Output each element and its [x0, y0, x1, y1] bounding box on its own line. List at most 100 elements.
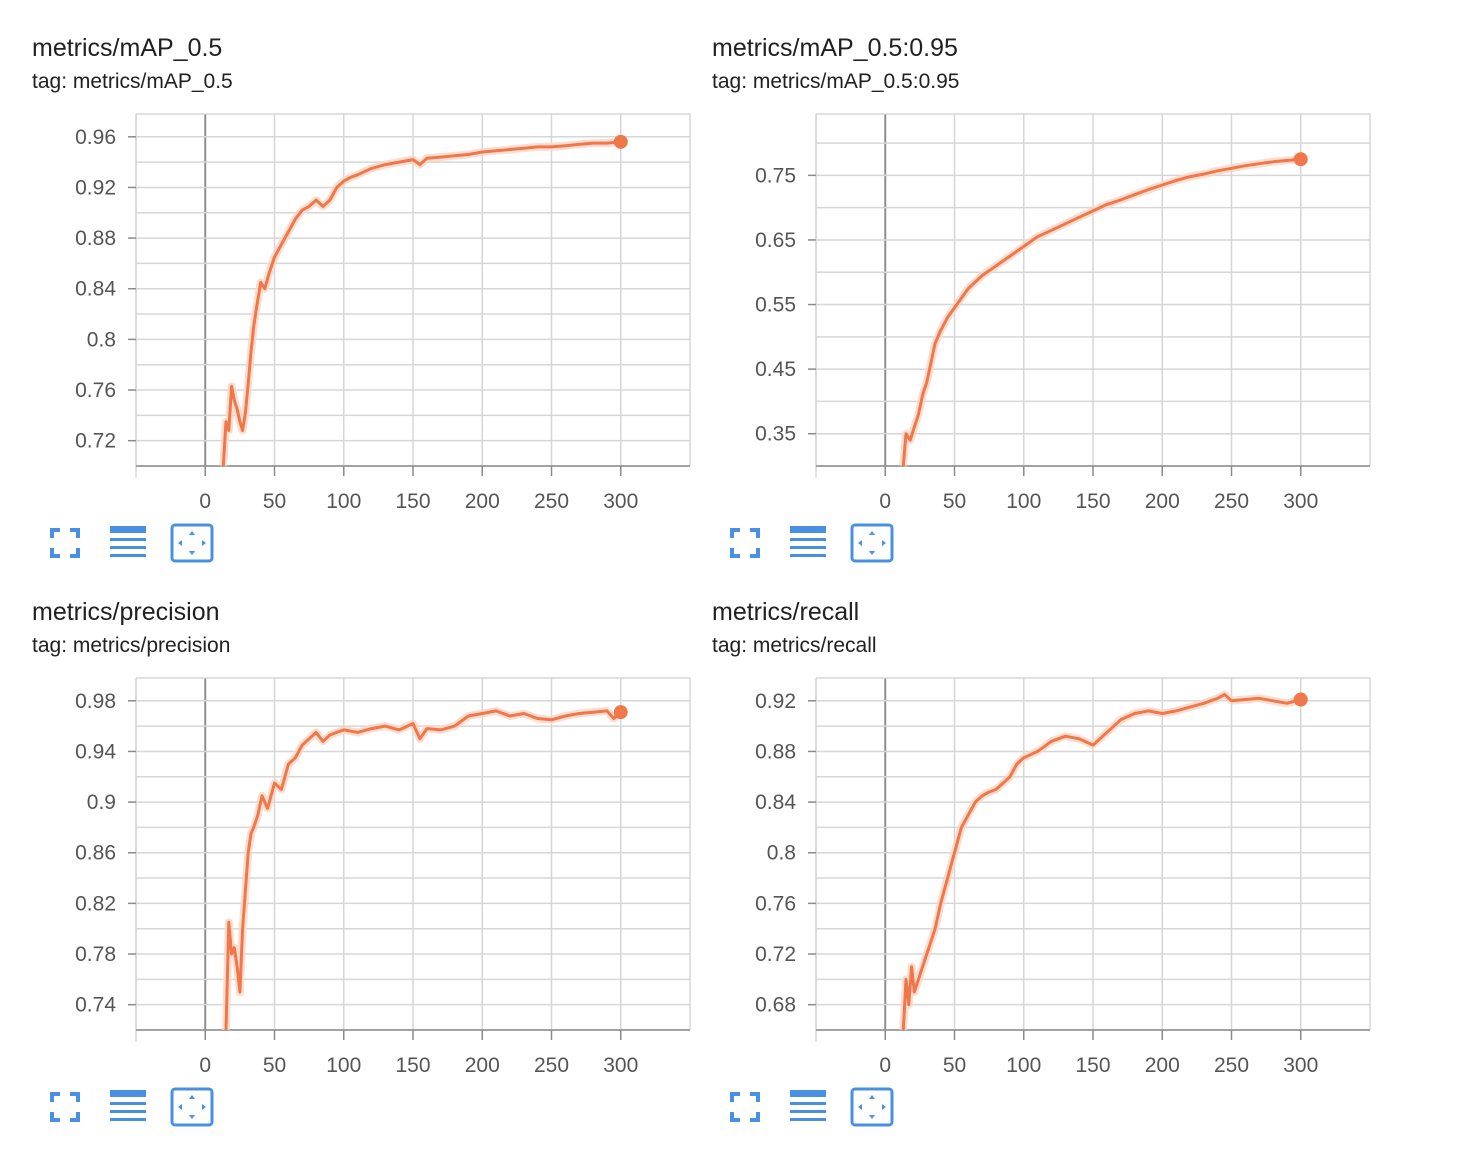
last-point-marker [1293, 152, 1308, 167]
card-title: metrics/mAP_0.5:0.95 [712, 34, 958, 62]
y-tick-label: 0.88 [755, 740, 796, 763]
fit-domain-button[interactable] [850, 523, 894, 563]
y-tick-label: 0.35 [755, 423, 796, 446]
y-tick-label: 0.75 [755, 164, 796, 187]
smoothed-series-line [901, 157, 1301, 467]
fit-domain-icon [170, 1087, 214, 1127]
fullscreen-button[interactable] [730, 523, 760, 563]
y-tick-label: 0.74 [75, 994, 116, 1017]
card-toolbar [730, 1087, 930, 1127]
fullscreen-icon [50, 1092, 80, 1122]
last-point-marker [613, 134, 628, 149]
x-tick-label: 200 [1145, 490, 1180, 513]
y-tick-label: 0.84 [755, 791, 796, 814]
y-tick-label: 0.9 [87, 791, 116, 814]
x-tick-label: 250 [534, 490, 569, 513]
y-tick-label: 0.72 [755, 943, 796, 966]
last-point-marker [613, 705, 628, 720]
x-tick-label: 100 [326, 1054, 361, 1077]
x-tick-label: 300 [1283, 1054, 1318, 1077]
x-tick-label: 300 [1283, 490, 1318, 513]
card-title: metrics/precision [32, 598, 220, 626]
y-tick-label: 0.55 [755, 294, 796, 317]
smoothed-series-line [901, 693, 1302, 1031]
x-tick-label: 200 [465, 1054, 500, 1077]
x-tick-label: 150 [395, 1054, 430, 1077]
x-tick-label: 300 [603, 490, 638, 513]
y-tick-label: 0.98 [75, 690, 116, 713]
x-tick-label: 50 [943, 1054, 966, 1077]
y-tick-label: 0.65 [755, 229, 796, 252]
raw-series-line [222, 706, 624, 1031]
y-tick-label: 0.92 [755, 690, 796, 713]
y-tick-label: 0.8 [87, 328, 116, 351]
line-chart[interactable]: 0.68 0.72 0.76 0.8 0.84 0.88 0.92 0 50 100 150 200 2… [712, 598, 1412, 1078]
smoothed-series-line [221, 140, 621, 467]
y-tick-label: 0.68 [755, 994, 796, 1017]
card-toolbar [50, 523, 250, 563]
data-table-button[interactable] [788, 523, 828, 563]
x-tick-label: 0 [199, 490, 211, 513]
x-tick-label: 100 [1006, 1054, 1041, 1077]
fullscreen-button[interactable] [50, 523, 80, 563]
x-tick-label: 50 [263, 1054, 286, 1077]
x-tick-label: 0 [199, 1054, 211, 1077]
fullscreen-icon [50, 528, 80, 558]
y-tick-label: 0.84 [75, 278, 116, 301]
fullscreen-button[interactable] [50, 1087, 80, 1127]
fullscreen-icon [730, 1092, 760, 1122]
y-tick-label: 0.76 [75, 379, 116, 402]
card-tag: tag: metrics/recall [712, 634, 877, 657]
x-tick-label: 100 [1006, 490, 1041, 513]
fit-domain-button[interactable] [170, 523, 214, 563]
fullscreen-icon [730, 528, 760, 558]
line-chart[interactable]: 0.74 0.78 0.82 0.86 0.9 0.94 0.98 0 50 100 150 200 2… [32, 598, 732, 1078]
x-tick-label: 300 [603, 1054, 638, 1077]
data-table-icon [110, 1090, 146, 1121]
x-tick-label: 0 [879, 1054, 891, 1077]
x-tick-label: 250 [534, 1054, 569, 1077]
last-point-marker [1293, 692, 1308, 707]
line-chart[interactable]: 0.35 0.45 0.55 0.65 0.75 0 50 100 150 200 250 300 [712, 34, 1412, 514]
data-table-button[interactable] [108, 1087, 148, 1127]
x-tick-label: 150 [395, 490, 430, 513]
fit-domain-button[interactable] [170, 1087, 214, 1127]
card-tag: tag: metrics/precision [32, 634, 231, 657]
card-tag: tag: metrics/mAP_0.5:0.95 [712, 70, 960, 93]
data-table-icon [110, 526, 146, 557]
y-tick-label: 0.86 [75, 842, 116, 865]
y-tick-label: 0.94 [75, 740, 116, 763]
chart-card-map-0-5-0-95: metrics/mAP_0.5:0.95 tag: metrics/mAP_0.… [712, 34, 1412, 594]
x-tick-label: 0 [879, 490, 891, 513]
y-tick-label: 0.96 [75, 126, 116, 149]
fit-domain-icon [850, 523, 894, 563]
y-tick-label: 0.8 [767, 842, 796, 865]
line-chart[interactable]: 0.72 0.76 0.8 0.84 0.88 0.92 0.96 0 50 100 150 200 2… [32, 34, 732, 514]
chart-card-map-0-5: metrics/mAP_0.5 tag: metrics/mAP_0.5 0.7… [32, 34, 732, 594]
x-tick-label: 50 [943, 490, 966, 513]
smoothed-series-line [224, 709, 622, 1031]
x-tick-label: 250 [1214, 1054, 1249, 1077]
fit-domain-icon [850, 1087, 894, 1127]
y-tick-label: 0.76 [755, 892, 796, 915]
y-tick-label: 0.45 [755, 358, 796, 381]
fit-domain-icon [170, 523, 214, 563]
y-tick-label: 0.92 [75, 176, 116, 199]
card-toolbar [50, 1087, 250, 1127]
y-tick-label: 0.78 [75, 943, 116, 966]
card-title: metrics/recall [712, 598, 860, 626]
y-tick-label: 0.88 [75, 227, 116, 250]
card-toolbar [730, 523, 930, 563]
raw-series-line [219, 137, 622, 467]
fullscreen-button[interactable] [730, 1087, 760, 1127]
card-title: metrics/mAP_0.5 [32, 34, 223, 62]
x-tick-label: 50 [263, 490, 286, 513]
data-table-button[interactable] [788, 1087, 828, 1127]
data-table-icon [790, 1090, 826, 1121]
y-tick-label: 0.82 [75, 892, 116, 915]
x-tick-label: 150 [1075, 490, 1110, 513]
data-table-button[interactable] [108, 523, 148, 563]
fit-domain-button[interactable] [850, 1087, 894, 1127]
x-tick-label: 200 [1145, 1054, 1180, 1077]
data-table-icon [790, 526, 826, 557]
